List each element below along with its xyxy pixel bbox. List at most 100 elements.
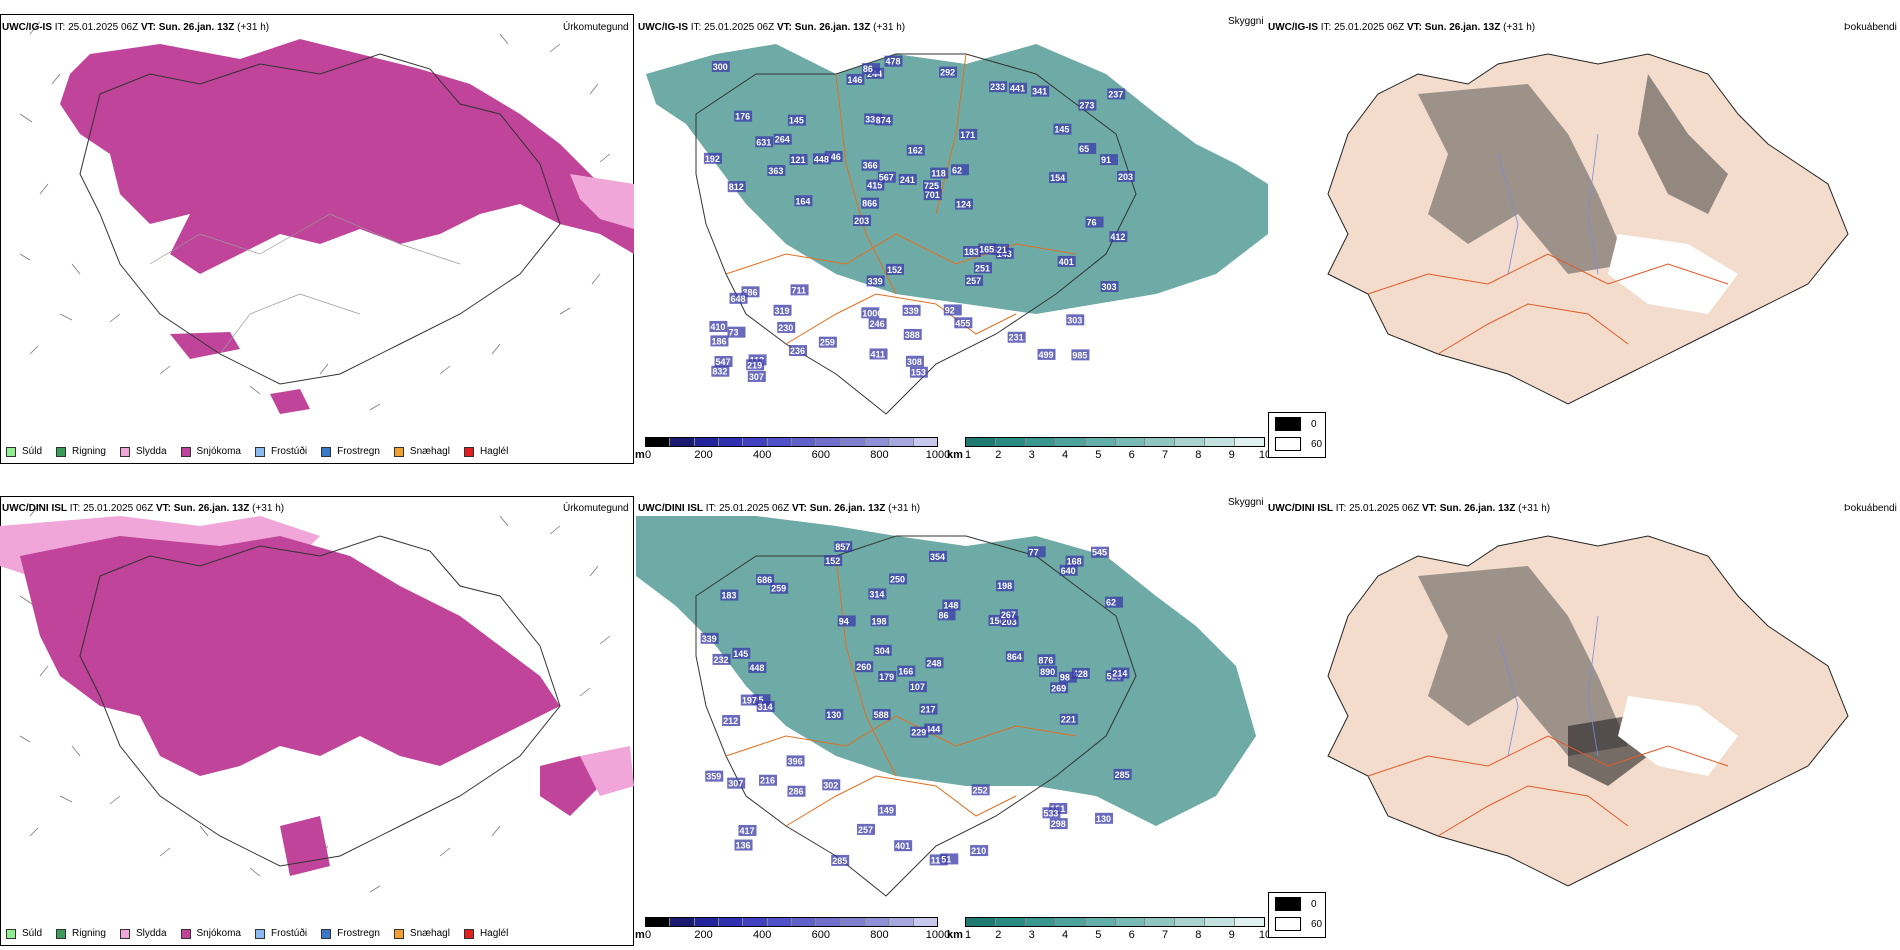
cloud-cell [789, 345, 808, 357]
precip-legend-item: Haglél [463, 446, 508, 457]
fog-legend-label: 0 [1311, 418, 1317, 430]
cloud-base-label: 152 [825, 556, 840, 566]
cloud-base-label: 94 [839, 616, 849, 626]
fog-legend-swatch [1275, 917, 1301, 931]
cloud-cell [747, 370, 766, 382]
cloud-cell [978, 243, 997, 255]
cloud-cell [884, 55, 903, 67]
cloud-base-label: 153 [911, 368, 926, 378]
colorbar-tick: 3 [1028, 449, 1035, 461]
legend-label: Rigning [72, 446, 106, 457]
cloud-cell [928, 550, 947, 562]
precip-label: Úrkomutegund [563, 22, 629, 33]
cloud-cell [1078, 142, 1097, 154]
colorbar-tick: 600 [811, 449, 830, 461]
colorbar-tick: 4 [1061, 449, 1069, 461]
cloud-cell [919, 703, 938, 715]
colorbar-tick: 9 [1228, 929, 1235, 941]
cloud-base-label: 866 [862, 199, 877, 209]
legend-swatch [6, 928, 16, 939]
legend-swatch [321, 446, 332, 457]
cloud-cell [1037, 348, 1056, 360]
cloud-base-label: 130 [1096, 814, 1111, 824]
cloud-cell [906, 144, 925, 156]
cloud-base-label: 197 [742, 696, 757, 706]
cloud-base-label: 65 [1079, 144, 1089, 154]
cloud-base-label: 388 [905, 330, 920, 340]
cloud-cell [959, 128, 978, 140]
iceland-outline [1327, 53, 1849, 405]
cloud-cell [925, 657, 944, 669]
cloud-cell [861, 63, 880, 75]
cloud-base-label: 166 [898, 667, 913, 677]
colorbar-tick: 1 [965, 449, 972, 461]
colorbar-segment [1175, 918, 1206, 926]
cloud-labels: 9858122732031711133361623867461862308741… [703, 55, 1136, 382]
cloud-base-label: 232 [714, 655, 729, 665]
colorbar-segment [694, 918, 719, 926]
colorbar-segment [670, 918, 695, 926]
precip-map [19, 21, 634, 414]
colorbar-segment [995, 438, 1026, 446]
cloud-cell [846, 73, 865, 85]
cloud-base-label: 341 [1032, 87, 1047, 97]
cloud-cell [857, 823, 876, 835]
snow-area-2 [540, 756, 600, 816]
vis-colorbar [965, 437, 1265, 447]
cloud-base-label: 307 [749, 372, 764, 382]
legend-label: Súld [22, 928, 43, 939]
colorbar-tick: 600 [811, 929, 830, 941]
cloud-base-label: 219 [747, 360, 762, 370]
fog-legend-item: 0 [1275, 417, 1317, 431]
colorbar-tick: 0 [645, 449, 652, 461]
cloud-cell [999, 609, 1018, 621]
cloud-cell [1007, 331, 1026, 343]
cloud-base-label: 236 [790, 346, 805, 356]
cloud-base-label: 62 [1106, 598, 1116, 608]
colorbar-tick: 2 [995, 449, 1002, 461]
cloud-base-label: 165 [979, 245, 994, 255]
cloud-base-label: 148 [943, 601, 958, 611]
cloud-base-label: 264 [775, 135, 790, 145]
cloud-cell [740, 694, 759, 706]
cloud-base-label: 386 [743, 287, 758, 297]
colorbar-segment [1235, 438, 1265, 446]
fog-map [1327, 535, 1849, 887]
colorbar-tick: 6 [1128, 929, 1135, 941]
cloud-cell [872, 709, 891, 721]
cloud-base-label: 150 [989, 616, 1004, 626]
fog-white [1618, 696, 1738, 776]
cloud-base-label: 149 [879, 806, 894, 816]
fog-legend-label: 60 [1311, 918, 1323, 930]
cloud-base-label: 198 [997, 581, 1012, 591]
cloud-base-label: 417 [739, 826, 754, 836]
iceland-outline [695, 53, 1137, 415]
cloud-cell [870, 615, 889, 627]
cloud-base-label: 107 [910, 682, 925, 692]
precip-legend-item: Snæhagl [393, 928, 450, 939]
colorbar-segment [840, 918, 865, 926]
sky-map: 9858122732031711133361623867461862308741… [646, 44, 1268, 415]
fog-legend-swatch [1275, 417, 1301, 431]
cloud-base-label: 248 [926, 658, 941, 668]
cloud-base-label: 86 [863, 64, 873, 74]
colorbar-segment [1205, 438, 1236, 446]
cloud-cell [877, 171, 896, 183]
cloud-cell [1058, 671, 1077, 683]
roads [725, 555, 1077, 827]
cloud-cell [1000, 615, 1019, 627]
title-row1-precip: UWC/IG-IS IT: 25.01.2025 06Z VT: Sun. 26… [2, 22, 270, 33]
vis-colorbar [965, 917, 1265, 927]
cloud-base-label: 363 [768, 166, 783, 176]
fog-legend-row2: 0 60 [1268, 892, 1326, 938]
sky-map: 8571985205884449518315021286107136152130… [636, 516, 1256, 897]
cloud-base-label: 428 [1073, 669, 1088, 679]
colorbar-tick: 6 [1128, 449, 1135, 461]
cloud-base-label: 260 [856, 662, 871, 672]
cloud-cell [971, 784, 990, 796]
title-row1-sky: UWC/IG-IS IT: 25.01.2025 06Z VT: Sun. 26… [638, 22, 906, 33]
cloud-cell [1091, 546, 1110, 558]
cloud-base-label: 233 [990, 82, 1005, 92]
legend-swatch [180, 446, 191, 457]
cloud-cell [822, 779, 841, 791]
